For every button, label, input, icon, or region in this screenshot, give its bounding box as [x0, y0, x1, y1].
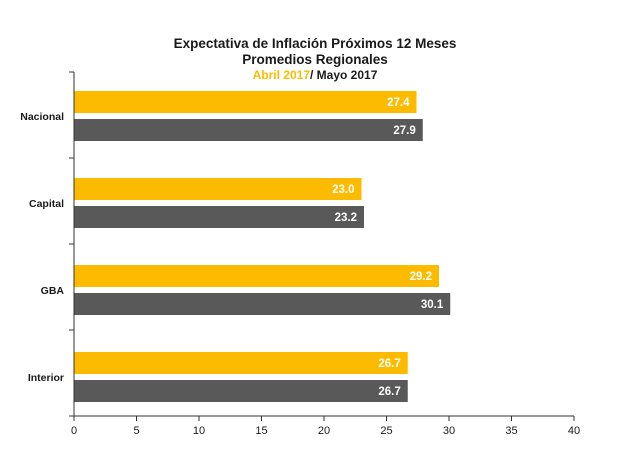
x-tick-label: 30: [443, 425, 455, 437]
category-label: GBA: [41, 285, 65, 297]
period-april: Abril 2017: [252, 68, 310, 82]
bar-value-label: 29.2: [410, 271, 432, 283]
bar-value-label: 23.2: [335, 212, 357, 224]
period-may: Mayo 2017: [316, 68, 378, 82]
bar-value-label: 30.1: [421, 299, 444, 311]
chart-period-line: Abril 2017/ Mayo 2017: [0, 68, 630, 83]
x-tick-label: 20: [318, 425, 330, 437]
bar-value-label: 27.9: [393, 125, 415, 137]
bar-value-label: 23.0: [332, 184, 354, 196]
x-tick-label: 0: [71, 425, 77, 437]
x-tick-label: 40: [568, 425, 580, 437]
bar-interior-mayo: [74, 380, 408, 402]
bar-gba-mayo: [74, 293, 451, 315]
chart-titles: Expectativa de Inflación Próximos 12 Mes…: [0, 36, 630, 83]
chart-title: Expectativa de Inflación Próximos 12 Mes…: [173, 36, 457, 51]
x-tick-label: 25: [380, 425, 392, 437]
period-separator: /: [310, 68, 317, 82]
bar-nacional-abril: [74, 91, 417, 113]
bar-gba-abril: [74, 265, 439, 287]
bar-capital-abril: [74, 178, 362, 200]
category-label: Interior: [28, 372, 64, 384]
x-tick-label: 10: [193, 425, 205, 437]
bar-value-label: 26.7: [378, 386, 400, 398]
x-tick-label: 15: [255, 425, 267, 437]
bar-capital-mayo: [74, 206, 364, 228]
bar-value-label: 27.4: [387, 97, 410, 109]
category-label: Nacional: [20, 111, 64, 123]
bar-interior-abril: [74, 352, 408, 374]
x-tick-label: 35: [505, 425, 517, 437]
bar-value-label: 26.7: [378, 358, 400, 370]
x-tick-label: 5: [133, 425, 139, 437]
chart-subtitle: Promedios Regionales: [242, 52, 388, 67]
category-label: Capital: [29, 198, 64, 210]
bar-nacional-mayo: [74, 119, 423, 141]
